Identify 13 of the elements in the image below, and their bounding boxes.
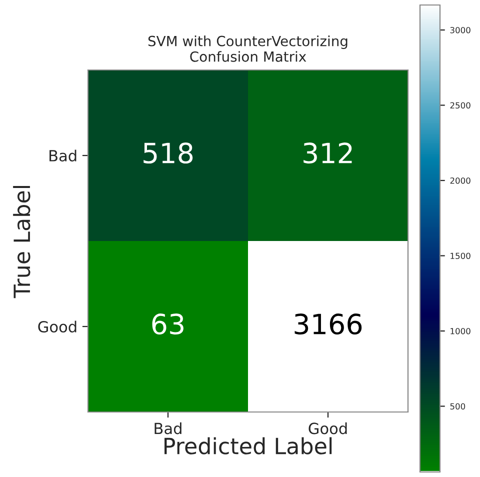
y-axis-title: True Label [13, 186, 30, 298]
color-bar-label: 1000 [450, 328, 470, 334]
data-label: 518 [144, 142, 193, 164]
color-bar-label: 500 [450, 403, 466, 410]
data-label: 312 [304, 142, 352, 164]
x-axis-title: Predicted Label [164, 437, 332, 454]
color-bar-label: 2500 [450, 102, 470, 109]
color-bar-label: 1500 [450, 252, 470, 260]
data-label: 3166 [294, 314, 362, 335]
chart-title: SVM with CounterVectorizing Confusion Matrix [148, 36, 348, 62]
data-label: 63 [152, 314, 184, 335]
color-bar-label: 3000 [450, 26, 470, 34]
color-bar-label: 2000 [450, 177, 470, 184]
